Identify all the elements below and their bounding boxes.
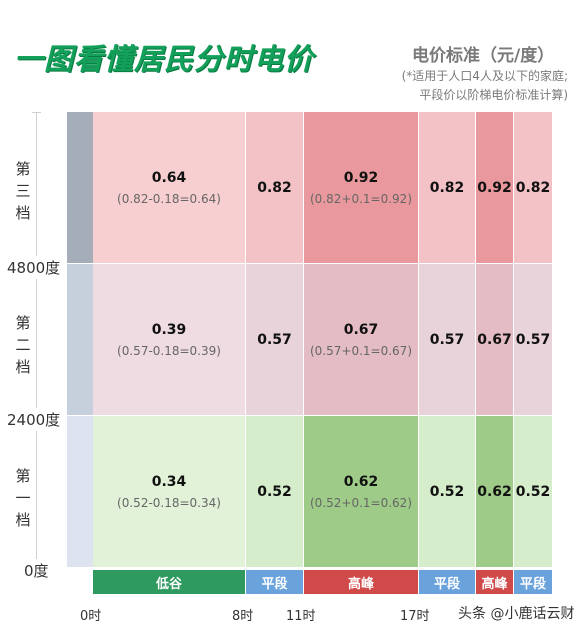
tier2-peak-price: 0.67 bbox=[343, 321, 379, 338]
tier2-peak-formula: (0.57+0.1=0.67) bbox=[310, 343, 412, 358]
tier2-valley-formula: (0.57-0.18=0.39) bbox=[117, 343, 221, 358]
time-8: 8时 bbox=[232, 609, 254, 624]
tier2-peak2-cell: 0.67 bbox=[476, 264, 513, 415]
unit-title: 电价标准（元/度） bbox=[412, 46, 555, 66]
tier1-strip bbox=[67, 416, 93, 567]
tier1-valley-formula: (0.52-0.18=0.34) bbox=[117, 495, 221, 510]
tier1-peak-cell: 0.62 (0.52+0.1=0.62) bbox=[304, 416, 418, 567]
tier3-flat1-cell: 0.82 bbox=[246, 112, 303, 263]
tier2-flat3-cell: 0.57 bbox=[514, 264, 552, 415]
segment-flat-2: 平段 bbox=[419, 570, 475, 594]
page-title: 一图看懂居民分时电价 bbox=[14, 42, 315, 76]
bound-2400: 2400度 bbox=[7, 408, 61, 431]
tier3-valley-price: 0.64 bbox=[151, 169, 187, 186]
tier2-strip bbox=[67, 264, 93, 415]
tier1-valley-price: 0.34 bbox=[151, 473, 187, 490]
tier3-peak2-cell: 0.92 bbox=[476, 112, 513, 263]
tier-label-first: 第一档 bbox=[15, 467, 31, 529]
tier2-flat1-price: 0.57 bbox=[257, 331, 292, 348]
bound-0: 0度 bbox=[24, 559, 49, 582]
segment-peak-2: 高峰 bbox=[476, 570, 513, 594]
tier3-strip bbox=[67, 112, 93, 263]
tier1-flat3-price: 0.52 bbox=[515, 483, 551, 500]
tier-axis-line bbox=[36, 112, 37, 566]
tier3-valley-formula: (0.82-0.18=0.64) bbox=[117, 191, 221, 206]
tier2-flat2-cell: 0.57 bbox=[419, 264, 475, 415]
tier1-flat2-cell: 0.52 bbox=[419, 416, 475, 567]
time-11: 11时 bbox=[286, 609, 316, 624]
tier2-valley-cell: 0.39 (0.57-0.18=0.39) bbox=[93, 264, 245, 415]
tier2-peak-cell: 0.67 (0.57+0.1=0.67) bbox=[304, 264, 418, 415]
tier1-flat3-cell: 0.52 bbox=[514, 416, 552, 567]
tier1-flat1-cell: 0.52 bbox=[246, 416, 303, 567]
tier2-peak2-price: 0.67 bbox=[477, 331, 512, 348]
tier-axis-tick bbox=[32, 112, 41, 113]
tier3-peak-cell: 0.92 (0.82+0.1=0.92) bbox=[304, 112, 418, 263]
time-17: 17时 bbox=[400, 609, 430, 624]
tier3-valley-cell: 0.64 (0.82-0.18=0.64) bbox=[93, 112, 245, 263]
tier-label-second: 第二档 bbox=[15, 314, 31, 376]
watermark: 头条 @小鹿话云财 bbox=[458, 606, 575, 622]
tier1-peak2-price: 0.62 bbox=[477, 483, 512, 500]
bound-4800: 4800度 bbox=[7, 256, 61, 279]
tier3-flat3-price: 0.82 bbox=[515, 179, 551, 196]
tier-label-third: 第三档 bbox=[15, 160, 31, 222]
tier3-flat3-cell: 0.82 bbox=[514, 112, 552, 263]
tier1-flat1-price: 0.52 bbox=[257, 483, 292, 500]
tier2-flat2-price: 0.57 bbox=[429, 331, 465, 348]
tier2-flat1-cell: 0.57 bbox=[246, 264, 303, 415]
tier3-flat2-price: 0.82 bbox=[429, 179, 465, 196]
tier1-peak2-cell: 0.62 bbox=[476, 416, 513, 567]
segment-flat-3: 平段 bbox=[514, 570, 552, 594]
unit-note: (*适用于人口4人及以下的家庭; 平段价以阶梯电价标准计算) bbox=[368, 67, 568, 105]
time-0: 0时 bbox=[80, 609, 102, 624]
tier1-flat2-price: 0.52 bbox=[429, 483, 465, 500]
tier3-flat1-price: 0.82 bbox=[257, 179, 292, 196]
tier2-flat3-price: 0.57 bbox=[515, 331, 551, 348]
tier3-flat2-cell: 0.82 bbox=[419, 112, 475, 263]
segment-flat-1: 平段 bbox=[246, 570, 303, 594]
tier3-peak-formula: (0.82+0.1=0.92) bbox=[310, 191, 412, 206]
tier1-peak-price: 0.62 bbox=[343, 473, 379, 490]
segment-valley: 低谷 bbox=[93, 570, 245, 594]
unit-note-line-2: 平段价以阶梯电价标准计算) bbox=[419, 88, 568, 102]
segment-peak-1: 高峰 bbox=[304, 570, 418, 594]
tier3-peak-price: 0.92 bbox=[343, 169, 379, 186]
tier1-valley-cell: 0.34 (0.52-0.18=0.34) bbox=[93, 416, 245, 567]
tier3-peak2-price: 0.92 bbox=[477, 179, 512, 196]
unit-note-line-1: (*适用于人口4人及以下的家庭; bbox=[401, 69, 568, 83]
tier2-valley-price: 0.39 bbox=[151, 321, 187, 338]
tier1-peak-formula: (0.52+0.1=0.62) bbox=[310, 495, 412, 510]
